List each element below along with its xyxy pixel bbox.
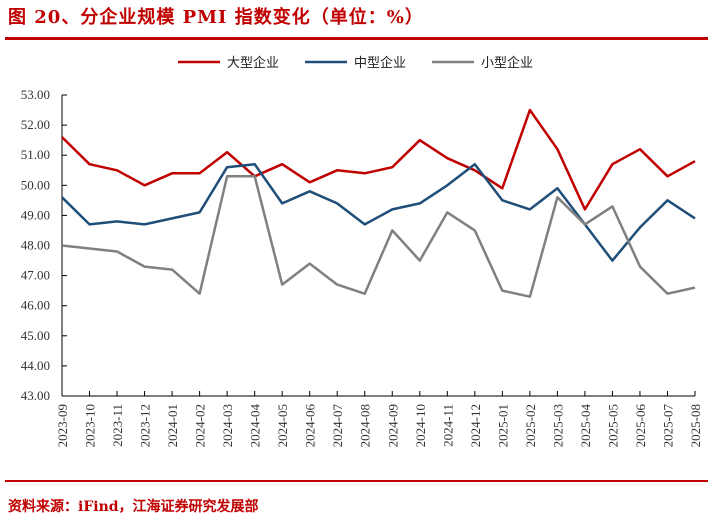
x-tick-label: 2024-05 (275, 404, 290, 447)
chart-axes: 43.00 44.00 45.00 46.00 47.00 48.00 49.00 50.00… (21, 87, 703, 447)
y-tick-label: 46.00 (21, 298, 50, 313)
x-tick-label: 2024-04 (248, 404, 263, 448)
series-line-3 (61, 175, 696, 298)
x-tick-label: 2024-02 (193, 404, 208, 447)
x-tick-label: 2024-10 (413, 404, 428, 447)
x-tick-label: 2024-09 (385, 404, 400, 447)
y-tick-label: 44.00 (21, 358, 50, 373)
series-line-1 (61, 108, 696, 211)
x-tick-label: 2025-06 (633, 404, 648, 448)
source-note: 资料来源：iFind，江海证券研究发展部 (8, 499, 259, 515)
x-tick-label: 2024-08 (358, 404, 373, 447)
x-tick-label: 2024-01 (165, 404, 180, 447)
x-tick-label: 2023-11 (110, 404, 125, 447)
x-tick-label: 2025-04 (578, 404, 593, 448)
chart-series (61, 108, 696, 298)
y-tick-label: 48.00 (21, 238, 50, 253)
x-tick-label: 2023-10 (83, 404, 98, 447)
x-tick-label: 2025-05 (605, 404, 620, 447)
legend-label: 小型企业 (481, 55, 533, 71)
x-tick-label: 2025-08 (688, 404, 703, 447)
chart-legend: 大型企业 中型企业 小型企业 (178, 55, 533, 71)
y-tick-label: 47.00 (21, 268, 50, 283)
x-tick-label: 2024-03 (220, 404, 235, 447)
x-tick-label: 2025-01 (495, 404, 510, 447)
x-tick-label: 2024-11 (440, 404, 455, 447)
x-tick-label: 2024-07 (330, 404, 345, 448)
y-tick-label: 53.00 (21, 87, 50, 102)
x-tick-label: 2025-07 (660, 404, 675, 448)
x-tick-label: 2023-12 (138, 404, 153, 447)
legend-label: 大型企业 (227, 55, 279, 71)
title-divider (5, 37, 708, 40)
y-tick-label: 52.00 (21, 117, 50, 132)
x-tick-label: 2025-03 (550, 404, 565, 447)
x-tick-label: 2024-06 (303, 404, 318, 448)
y-tick-label: 49.00 (21, 207, 50, 222)
figure-title: 图 20、分企业规模 PMI 指数变化（单位：%） (8, 7, 424, 28)
y-tick-label: 45.00 (21, 328, 50, 343)
x-tick-label: 2024-12 (468, 404, 483, 447)
y-tick-label: 50.00 (21, 177, 50, 192)
source-divider (5, 480, 708, 482)
x-tick-label: 2023-09 (55, 404, 70, 447)
x-tick-label: 2025-02 (523, 404, 538, 447)
y-tick-label: 51.00 (21, 147, 50, 162)
legend-label: 中型企业 (354, 55, 406, 71)
series-line-2 (61, 162, 696, 262)
y-tick-label: 43.00 (21, 388, 50, 403)
